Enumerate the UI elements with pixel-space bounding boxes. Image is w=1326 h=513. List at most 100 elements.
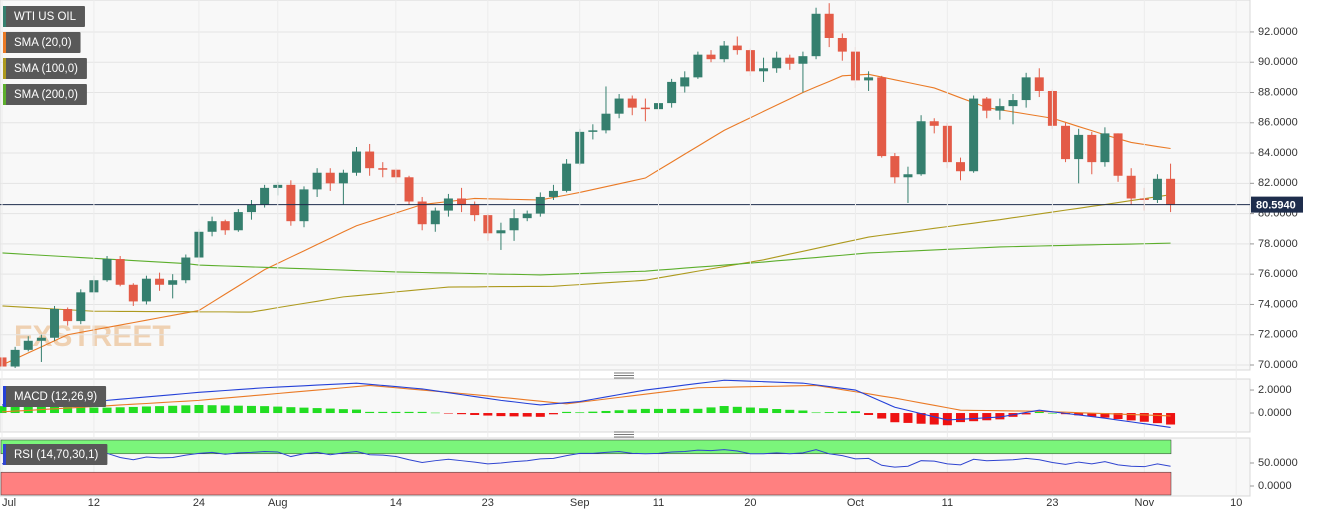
sma-line (1, 242, 1171, 276)
macd-histogram-bar (995, 413, 1005, 420)
candle-body (76, 292, 86, 322)
candle-body (404, 177, 414, 202)
macd-histogram-bar (1166, 413, 1176, 425)
candle-body (548, 190, 558, 197)
y-tick-label: 88.0000 (1258, 86, 1298, 98)
legend-box (3, 84, 87, 105)
macd-histogram-bar (115, 407, 125, 414)
macd-histogram-bar (627, 409, 637, 414)
panel-resize-handle[interactable] (614, 431, 634, 438)
legend-swatch (3, 84, 6, 105)
macd-histogram-bar (1100, 413, 1110, 418)
macd-histogram-bar (194, 404, 204, 414)
candle-body (141, 278, 151, 302)
y-tick-label: 76.0000 (1258, 268, 1298, 280)
legend-swatch (3, 386, 6, 407)
candle-body (220, 221, 230, 231)
candle-body (128, 284, 138, 302)
legend-item: SMA (200,0) (3, 84, 87, 105)
macd-histogram-bar (10, 406, 20, 414)
legend-swatch (3, 58, 6, 79)
macd-histogram-bar (745, 407, 755, 414)
macd-histogram-bar (706, 407, 716, 414)
macd-histogram-bar (850, 411, 860, 414)
macd-histogram-bar (102, 407, 112, 414)
macd-histogram-bar (0, 406, 7, 414)
macd-histogram-bar (168, 405, 178, 414)
candle-body (50, 308, 60, 338)
x-tick-label: 23 (482, 497, 494, 509)
x-tick-label: 20 (744, 497, 756, 509)
macd-histogram-bar (1126, 413, 1136, 421)
candle-body (181, 257, 191, 281)
macd-histogram-bar (483, 413, 493, 416)
candle-body (155, 278, 165, 285)
candle-body (562, 163, 572, 191)
candle-body (509, 218, 519, 231)
macd-histogram-bar (430, 412, 440, 414)
macd-histogram-bar (1074, 413, 1084, 416)
candle-body (352, 151, 362, 173)
macd-histogram-bar (890, 413, 900, 423)
macd-histogram-bar (693, 408, 703, 414)
rsi-line (1, 449, 1171, 468)
macd-histogram-bar (798, 410, 808, 414)
sma-line (1, 194, 1171, 313)
panel-resize-handle[interactable] (614, 372, 634, 379)
y-tick-label: 0.0000 (1258, 480, 1292, 492)
candle-body (535, 196, 545, 214)
macd-histogram-bar (338, 409, 348, 414)
macd-histogram-bar (23, 406, 33, 414)
candle-body (995, 106, 1005, 111)
macd-histogram-bar (785, 409, 795, 414)
candle-body (837, 37, 847, 52)
candle-body (1113, 133, 1123, 176)
macd-histogram-bar (1021, 413, 1031, 415)
macd-histogram-bar (640, 408, 650, 414)
y-tick-label: 86.0000 (1258, 117, 1298, 129)
candle-body (929, 121, 939, 126)
macd-histogram-bar (378, 411, 388, 414)
macd-histogram-bar (352, 409, 362, 414)
candle-body (457, 198, 467, 205)
macd-histogram-bar (535, 413, 545, 417)
price-tag (1251, 196, 1303, 213)
candle-body (246, 204, 256, 213)
macd-histogram-bar (470, 413, 480, 415)
candle-body (1100, 133, 1110, 163)
y-tick-label: 90.0000 (1258, 56, 1298, 68)
y-tick-label: 78.0000 (1258, 238, 1298, 250)
legend-label: SMA (20,0) (14, 37, 72, 49)
watermark: FXSTREET (14, 320, 171, 353)
candle-body (496, 230, 506, 234)
y-tick-label: 50.0000 (1258, 457, 1298, 469)
candle-body (63, 308, 73, 322)
macd-histogram-bar (63, 407, 73, 414)
price-tag-label: 80.5940 (1256, 200, 1296, 212)
candle-body (680, 77, 690, 87)
macd-histogram-bar (1034, 411, 1044, 414)
x-tick-label: Oct (847, 497, 864, 509)
macd-histogram-bar (916, 413, 926, 424)
candle-body (772, 57, 782, 69)
macd-histogram-bar (391, 411, 401, 414)
macd-histogram-bar (732, 406, 742, 414)
candle-body (378, 168, 388, 170)
macd-histogram-bar (181, 405, 191, 414)
macd-histogram-bar (457, 413, 467, 415)
candle-body (522, 213, 532, 219)
x-tick-label: 11 (942, 497, 953, 509)
legend-box (3, 444, 108, 465)
candle-body (890, 156, 900, 178)
candle-body (969, 98, 979, 172)
candle-body (365, 151, 375, 169)
candle-body (877, 77, 887, 157)
legend-swatch (3, 6, 6, 27)
macd-histogram-bar (299, 407, 309, 414)
macd-histogram-bar (772, 409, 782, 414)
x-tick-label: Aug (268, 497, 288, 509)
candle-body (903, 174, 913, 178)
candle-body (824, 13, 834, 38)
candle-body (1074, 134, 1084, 160)
candle-body (430, 210, 440, 225)
